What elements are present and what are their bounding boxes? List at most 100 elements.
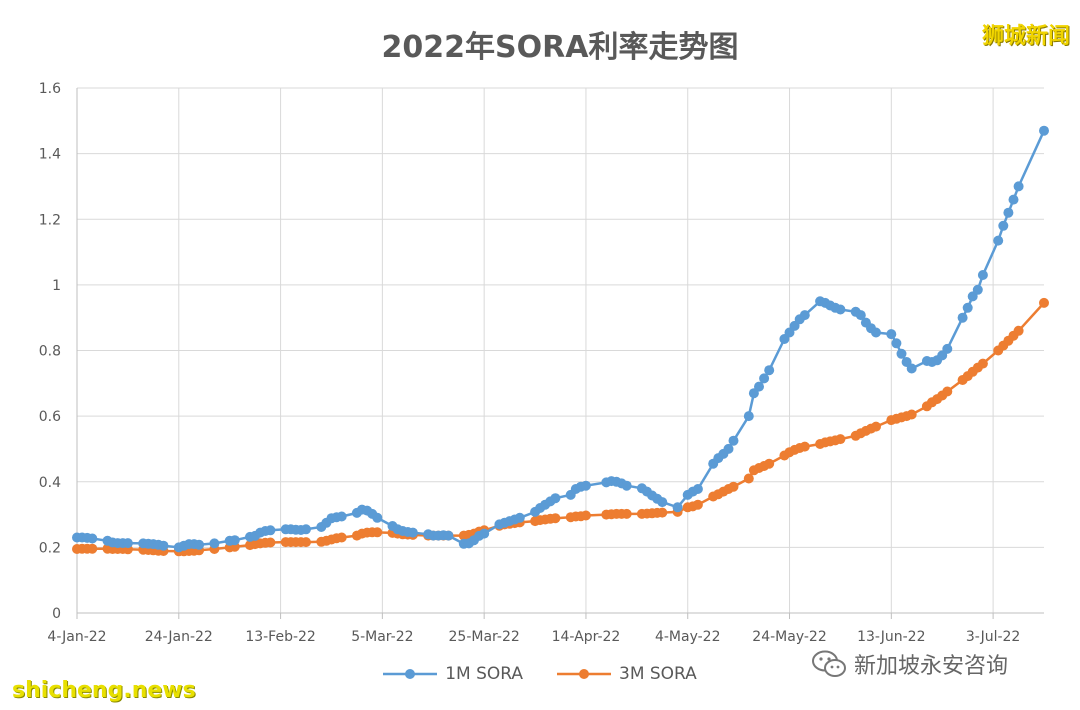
data-point-1m bbox=[835, 304, 846, 315]
data-point-1m bbox=[799, 310, 810, 321]
y-tick-label: 0.8 bbox=[39, 344, 61, 360]
x-tick-label: 4-Jan-22 bbox=[47, 629, 106, 645]
gridlines bbox=[77, 87, 1044, 613]
data-point-3m bbox=[799, 441, 810, 452]
watermark-wechat-text: 新加坡永安咨询 bbox=[854, 654, 1009, 679]
x-tick-label: 4-May-22 bbox=[655, 629, 721, 645]
data-point-1m bbox=[1003, 207, 1014, 218]
watermark-wechat: 新加坡永安咨询 bbox=[812, 648, 1008, 680]
data-point-1m bbox=[1008, 194, 1019, 205]
data-point-1m bbox=[886, 329, 897, 340]
legend-label-1m: 1M SORA bbox=[445, 664, 523, 684]
y-tick-label: 1.4 bbox=[39, 147, 61, 163]
data-point-1m bbox=[672, 502, 683, 513]
data-point-1m bbox=[87, 533, 98, 544]
data-point-3m bbox=[906, 409, 917, 420]
data-point-1m bbox=[657, 497, 668, 508]
wechat-icon bbox=[812, 650, 846, 677]
series-3m bbox=[72, 297, 1049, 557]
x-tick-label: 25-Mar-22 bbox=[449, 629, 520, 645]
data-point-1m bbox=[993, 235, 1004, 246]
axes: 0 0.2 0.4 0.6 0.8 1 1.2 1.4 1.6 4-Jan-22 24-Jan-22… bbox=[39, 81, 1044, 645]
data-point-1m bbox=[871, 327, 881, 338]
data-point-3m bbox=[580, 510, 591, 521]
data-point-3m bbox=[692, 499, 703, 510]
data-point-3m bbox=[977, 358, 988, 369]
x-tick-label: 13-Feb-22 bbox=[245, 629, 316, 645]
data-point-3m bbox=[657, 507, 668, 518]
data-point-1m bbox=[942, 343, 953, 354]
data-point-3m bbox=[728, 481, 739, 492]
watermark-top-right: 狮城新闻 bbox=[981, 24, 1070, 49]
watermark-bottom-left: shicheng.news bbox=[12, 678, 196, 703]
data-point-1m bbox=[265, 525, 276, 536]
data-point-3m bbox=[1039, 297, 1049, 308]
x-tick-label: 24-May-22 bbox=[752, 629, 826, 645]
data-point-1m bbox=[896, 348, 907, 359]
data-point-1m bbox=[621, 480, 632, 491]
legend-item-3m: 3M SORA bbox=[557, 664, 697, 684]
data-point-1m bbox=[998, 220, 1009, 231]
data-point-1m bbox=[443, 530, 454, 541]
data-point-3m bbox=[743, 473, 754, 484]
y-tick-label: 1.6 bbox=[39, 81, 61, 97]
data-point-1m bbox=[229, 535, 240, 546]
data-point-1m bbox=[158, 540, 169, 551]
data-point-1m bbox=[764, 365, 775, 376]
data-point-1m bbox=[743, 411, 754, 422]
data-point-3m bbox=[301, 537, 311, 548]
data-point-3m bbox=[1013, 325, 1024, 336]
legend-swatch-3m-icon bbox=[557, 669, 611, 679]
chart-legend: 1M SORA 3M SORA bbox=[0, 664, 1080, 684]
data-point-1m bbox=[728, 435, 739, 446]
data-point-1m bbox=[550, 493, 561, 504]
x-tick-label: 24-Jan-22 bbox=[145, 629, 213, 645]
data-point-1m bbox=[957, 312, 968, 323]
x-tick-label: 3-Jul-22 bbox=[966, 629, 1021, 645]
y-tick-label: 1 bbox=[52, 278, 61, 294]
data-point-1m bbox=[906, 363, 917, 374]
y-tick-label: 1.2 bbox=[39, 212, 61, 228]
data-point-3m bbox=[550, 513, 561, 524]
data-point-1m bbox=[754, 381, 764, 392]
data-point-1m bbox=[479, 528, 490, 539]
legend-label-3m: 3M SORA bbox=[619, 664, 697, 684]
data-point-1m bbox=[1013, 181, 1024, 192]
legend-item-1m: 1M SORA bbox=[383, 664, 523, 684]
data-point-3m bbox=[764, 458, 775, 469]
y-tick-label: 0.4 bbox=[39, 475, 61, 491]
data-point-3m bbox=[871, 421, 881, 432]
data-point-1m bbox=[977, 270, 988, 280]
data-point-3m bbox=[336, 532, 347, 543]
data-point-1m bbox=[972, 284, 983, 295]
x-tick-label: 14-Apr-22 bbox=[552, 629, 621, 645]
data-point-1m bbox=[891, 338, 902, 349]
x-tick-label: 5-Mar-22 bbox=[351, 629, 413, 645]
y-tick-label: 0.6 bbox=[39, 409, 61, 425]
data-point-1m bbox=[194, 539, 205, 550]
data-point-3m bbox=[87, 543, 98, 554]
series-1m bbox=[72, 125, 1049, 553]
data-point-3m bbox=[835, 434, 846, 445]
data-point-3m bbox=[942, 386, 953, 397]
data-point-1m bbox=[372, 512, 383, 523]
data-point-1m bbox=[962, 302, 973, 313]
data-point-1m bbox=[209, 538, 220, 549]
y-tick-label: 0.2 bbox=[39, 540, 61, 556]
data-point-1m bbox=[723, 443, 734, 454]
data-point-1m bbox=[759, 373, 770, 384]
data-point-1m bbox=[514, 512, 525, 523]
data-point-1m bbox=[692, 484, 703, 494]
data-point-1m bbox=[407, 527, 418, 538]
y-tick-label: 0 bbox=[52, 606, 61, 622]
series-lines bbox=[72, 125, 1049, 557]
data-point-1m bbox=[580, 480, 591, 491]
data-point-3m bbox=[372, 527, 383, 538]
legend-swatch-1m-icon bbox=[383, 669, 438, 679]
data-point-1m bbox=[336, 511, 347, 522]
data-point-1m bbox=[1039, 125, 1049, 136]
data-point-1m bbox=[122, 538, 133, 549]
x-tick-label: 13-Jun-22 bbox=[857, 629, 925, 645]
data-point-3m bbox=[265, 537, 276, 548]
